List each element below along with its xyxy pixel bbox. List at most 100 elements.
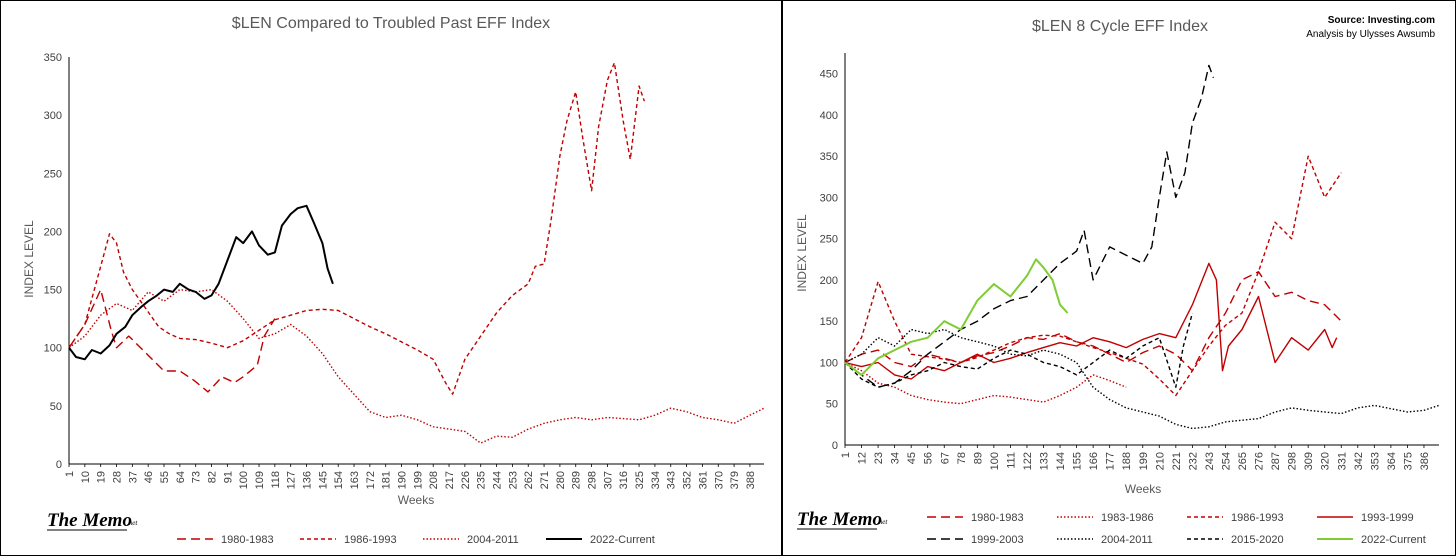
x-tick-label: 298 [1287, 452, 1299, 470]
x-tick-label: 111 [1005, 452, 1017, 469]
x-tick-label: 253 [507, 471, 519, 489]
legend-label: 2004-2011 [467, 534, 519, 546]
series-line-1983-1986 [844, 361, 1127, 405]
x-tick-label: 82 [207, 471, 219, 483]
memo-logo: The Memo .net [47, 510, 138, 531]
legend-label: 1999-2003 [971, 534, 1024, 546]
x-tick-label: 23 [873, 452, 885, 464]
x-tick-label: 331 [1336, 452, 1348, 470]
chart-right-svg: $LEN 8 Cycle EFF Index Source: Investing… [795, 15, 1440, 546]
y-tick-label: 350 [44, 52, 62, 64]
x-tick-label: 379 [729, 471, 741, 489]
x-tick-label: 221 [1171, 452, 1183, 470]
legend-label: 2022-Current [590, 534, 655, 546]
series-line-1986-1993 [844, 155, 1342, 397]
x-tick-label: 127 [286, 471, 298, 489]
chart-panel-right: $LEN 8 Cycle EFF Index Source: Investing… [781, 0, 1456, 556]
legend-label: 1983-1986 [1101, 512, 1154, 524]
x-tick-label: 276 [1254, 452, 1266, 470]
x-tick-label: 55 [159, 471, 171, 483]
x-tick-label: 208 [428, 471, 440, 489]
y-tick-label: 450 [820, 69, 838, 81]
x-tick-label: 353 [1369, 452, 1381, 470]
y-tick-label: 150 [820, 316, 838, 328]
x-tick-label: 364 [1386, 452, 1398, 470]
y-tick-label: 300 [820, 192, 838, 204]
y-tick-label: 300 [44, 110, 62, 122]
x-axis-label: Weeks [1125, 482, 1161, 496]
x-tick-label: 342 [1353, 452, 1365, 470]
x-tick-label: 217 [444, 471, 456, 489]
x-tick-label: 100 [238, 471, 250, 489]
x-tick-label: 136 [302, 471, 314, 489]
x-tick-label: 375 [1402, 452, 1414, 470]
y-tick-label: 50 [826, 399, 838, 411]
x-tick-label: 19 [96, 471, 108, 483]
series-line-2004-2011 [68, 288, 765, 444]
x-tick-label: 78 [956, 452, 968, 464]
plot-area: 0 50 100 150 200 250 300 350 400 450 1 12 23 34 45 56 67… [820, 53, 1440, 470]
legend: 1980-1983 1986-1993 2004-2011 2022-Current [177, 534, 655, 546]
legend-label: 2015-2020 [1231, 534, 1284, 546]
x-tick-label: 28 [112, 471, 124, 483]
x-tick-label: 172 [365, 471, 377, 489]
x-tick-label: 109 [254, 471, 266, 489]
x-tick-label: 370 [713, 471, 725, 489]
source-note: Source: Investing.com [1328, 15, 1435, 26]
x-tick-label: 361 [697, 471, 709, 489]
series-line-1993-1999 [844, 262, 1338, 380]
x-tick-label: 1 [64, 471, 76, 477]
memo-logo-suffix: .net [877, 518, 888, 526]
series-line-2022-Current [844, 258, 1069, 376]
y-tick-label: 200 [820, 275, 838, 287]
y-tick-label: 50 [50, 401, 62, 413]
x-tick-label: 64 [175, 471, 187, 483]
legend-label: 1980-1983 [971, 512, 1024, 524]
series-line-1999-2003 [844, 64, 1215, 388]
x-tick-label: 122 [1022, 452, 1034, 470]
x-tick-label: 280 [555, 471, 567, 489]
x-tick-label: 244 [492, 471, 504, 489]
chart-title: $LEN Compared to Troubled Past EFF Index [232, 15, 550, 32]
y-tick-label: 0 [832, 440, 838, 452]
x-tick-label: 145 [317, 471, 329, 489]
x-tick-label: 232 [1187, 452, 1199, 470]
x-tick-label: 298 [587, 471, 599, 489]
y-tick-label: 150 [44, 285, 62, 297]
x-tick-label: 181 [381, 471, 393, 489]
x-tick-label: 289 [571, 471, 583, 489]
series-line-2015-2020 [844, 312, 1194, 388]
x-tick-label: 309 [1303, 452, 1315, 470]
x-tick-label: 320 [1320, 452, 1332, 470]
series-line-1980-1983 [68, 288, 276, 393]
legend-label: 2004-2011 [1101, 534, 1153, 546]
legend: 1980-1983 1983-1986 1986-1993 1993-1999 1999… [927, 512, 1426, 546]
x-tick-label: 118 [270, 471, 282, 489]
legend-label: 2022-Current [1361, 534, 1426, 546]
x-tick-label: 316 [618, 471, 630, 489]
y-tick-label: 100 [820, 357, 838, 369]
x-tick-label: 226 [460, 471, 472, 489]
x-tick-label: 307 [602, 471, 614, 489]
plot-area: 0 50 100 150 200 250 300 350 1 10 19 28 37 46 55 64 73 82… [44, 52, 765, 489]
chart-title: $LEN 8 Cycle EFF Index [1032, 18, 1208, 35]
x-tick-label: 199 [412, 471, 424, 489]
x-tick-label: 155 [1072, 452, 1084, 470]
series-line-2022-Current [68, 204, 334, 361]
x-tick-label: 144 [1055, 452, 1067, 470]
series-line-1986-1993 [68, 62, 646, 395]
x-tick-label: 265 [1237, 452, 1249, 470]
legend-label: 1980-1983 [221, 534, 274, 546]
y-axis-label: INDEX LEVEL [22, 220, 36, 298]
x-tick-label: 1 [840, 452, 852, 458]
x-tick-label: 12 [857, 452, 869, 464]
y-axis-label: INDEX LEVEL [795, 214, 809, 292]
x-tick-label: 188 [1121, 452, 1133, 470]
x-tick-label: 343 [666, 471, 678, 489]
x-tick-label: 67 [939, 452, 951, 464]
legend-label: 1993-1999 [1361, 512, 1414, 524]
x-tick-label: 325 [634, 471, 646, 489]
x-tick-label: 386 [1419, 452, 1431, 470]
x-axis-label: Weeks [398, 493, 434, 507]
x-tick-label: 243 [1204, 452, 1216, 470]
